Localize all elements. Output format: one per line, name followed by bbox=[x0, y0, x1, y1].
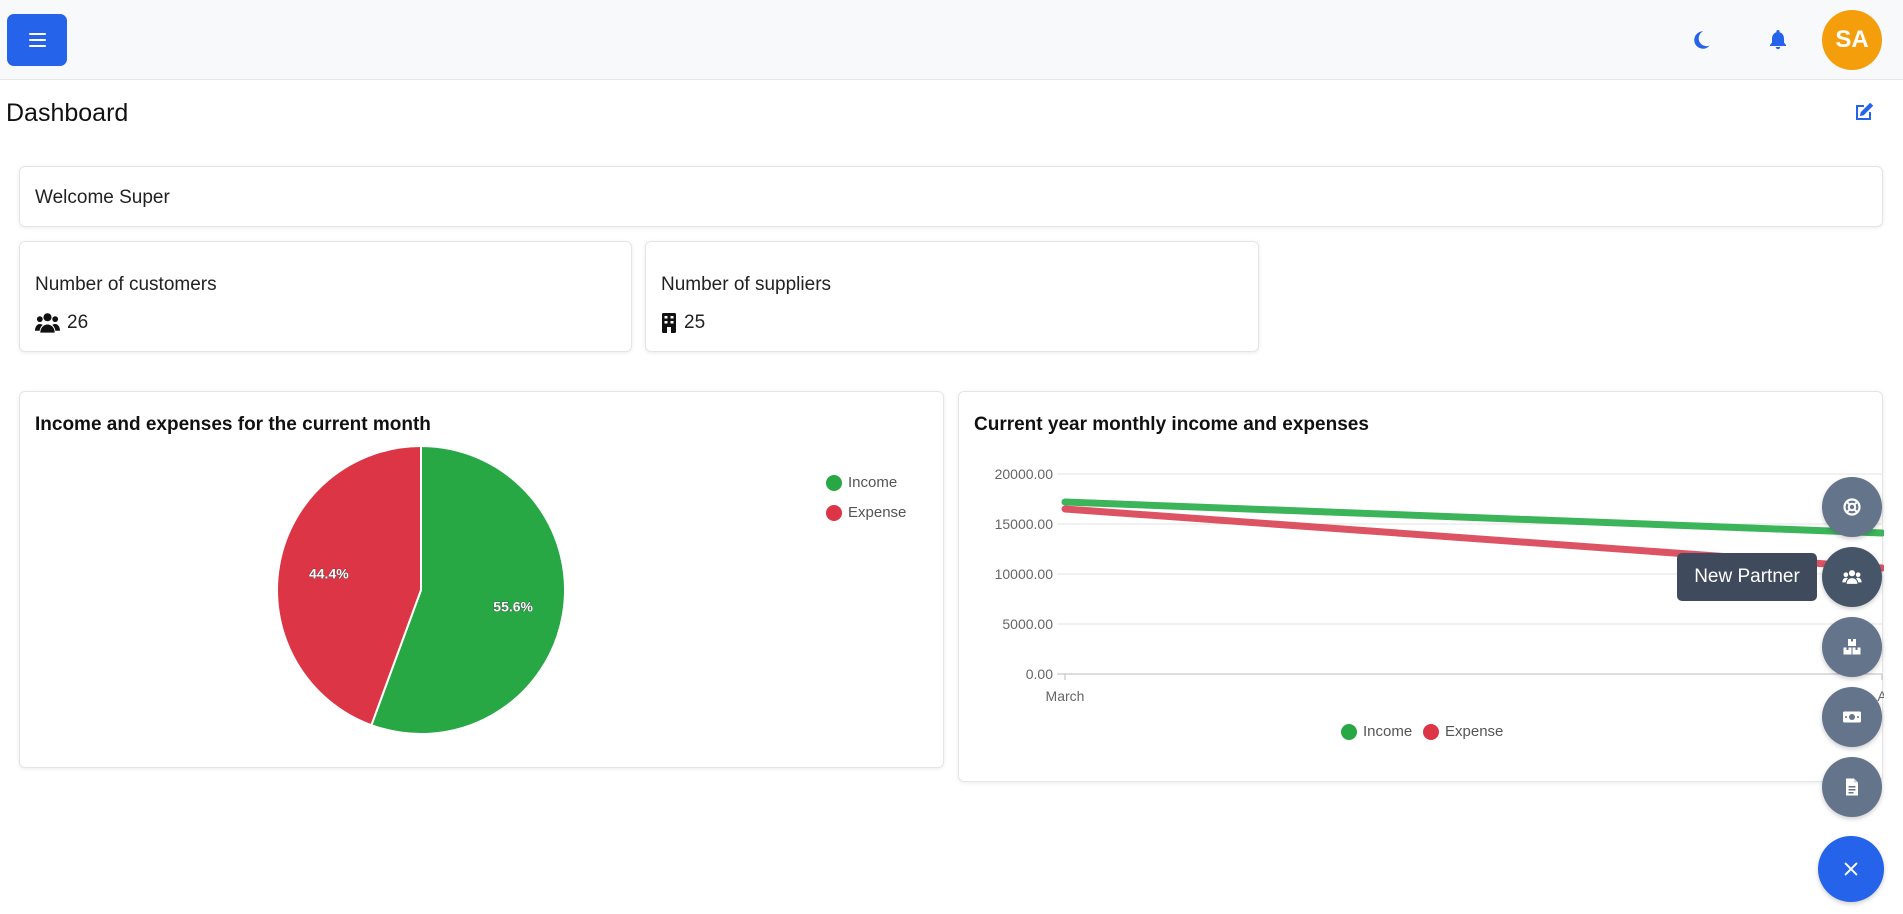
fab-payment-button[interactable] bbox=[1822, 687, 1882, 747]
lifebuoy-icon bbox=[1843, 498, 1861, 516]
boxes-icon bbox=[1843, 639, 1861, 655]
line-legend-income-label: Income bbox=[1363, 723, 1413, 740]
invoice-icon bbox=[1846, 778, 1858, 796]
line-chart-title: Current year monthly income and expenses bbox=[974, 414, 1369, 435]
customers-count: 26 bbox=[67, 312, 89, 333]
y-tick-label: 0.00 bbox=[1026, 666, 1053, 682]
line-series-income[interactable] bbox=[1061, 498, 1884, 537]
welcome-card: Welcome Super bbox=[19, 166, 1883, 227]
pie-slice-expense[interactable] bbox=[276, 444, 422, 727]
new-partner-tooltip: New Partner bbox=[1677, 553, 1817, 601]
line-legend-income[interactable]: Income bbox=[1341, 723, 1412, 740]
pie-slice-income[interactable] bbox=[370, 444, 566, 735]
line-legend-expense-label: Expense bbox=[1445, 723, 1504, 740]
line-legend-expense[interactable]: Expense bbox=[1423, 723, 1503, 740]
expense-legend-swatch bbox=[1423, 723, 1439, 740]
money-icon bbox=[1843, 711, 1861, 723]
y-tick-label: 20000.00 bbox=[995, 466, 1054, 482]
monthly-line-chart-card: Current year monthly income and expenses… bbox=[958, 391, 1884, 782]
pie-chart-title: Income and expenses for the current mont… bbox=[35, 414, 431, 435]
customers-stat-value-row: 26 bbox=[35, 312, 88, 334]
pie-chart: 55.6% 44.4% bbox=[276, 444, 566, 735]
moon-icon[interactable] bbox=[1690, 29, 1712, 51]
fab-main-toggle-button[interactable] bbox=[1818, 836, 1884, 902]
user-avatar[interactable]: SA bbox=[1822, 10, 1882, 70]
suppliers-stat-card: Number of suppliers 25 bbox=[645, 241, 1259, 352]
users-icon bbox=[1842, 570, 1862, 584]
pie-legend-expense[interactable]: Expense bbox=[826, 504, 906, 521]
suppliers-stat-label: Number of suppliers bbox=[661, 274, 832, 295]
page-title: Dashboard bbox=[6, 99, 129, 127]
y-tick-label: 10000.00 bbox=[995, 566, 1054, 582]
pie-slice-label-expense: 44.4% bbox=[309, 566, 349, 582]
pie-slice-label-income: 55.6% bbox=[493, 598, 533, 614]
close-icon bbox=[1844, 862, 1858, 876]
customers-stat-card: Number of customers 26 bbox=[19, 241, 632, 352]
top-navbar: SA bbox=[0, 0, 1903, 80]
edit-icon[interactable] bbox=[1852, 100, 1876, 124]
pie-legend-income[interactable]: Income bbox=[826, 474, 897, 491]
menu-toggle-button[interactable] bbox=[7, 14, 67, 66]
pie-legend-expense-label: Expense bbox=[848, 504, 907, 521]
expense-legend-swatch bbox=[826, 504, 842, 521]
bell-icon[interactable] bbox=[1766, 28, 1790, 52]
customers-stat-label: Number of customers bbox=[35, 274, 217, 295]
income-legend-swatch bbox=[1341, 723, 1357, 740]
welcome-text: Welcome Super bbox=[35, 187, 170, 208]
fab-invoice-button[interactable] bbox=[1822, 757, 1882, 817]
building-icon bbox=[662, 313, 676, 333]
fab-new-partner-button[interactable] bbox=[1822, 547, 1882, 607]
fab-products-button[interactable] bbox=[1822, 617, 1882, 677]
hamburger-icon bbox=[28, 33, 46, 47]
y-tick-label: 5000.00 bbox=[1002, 616, 1053, 632]
suppliers-stat-value-row: 25 bbox=[661, 312, 705, 334]
fab-support-button[interactable] bbox=[1822, 477, 1882, 537]
y-tick-label: 15000.00 bbox=[995, 516, 1054, 532]
x-tick-label: A bbox=[1877, 688, 1884, 704]
income-expense-pie-card: Income and expenses for the current mont… bbox=[19, 391, 944, 768]
users-icon bbox=[35, 313, 60, 333]
x-tick-label: March bbox=[1046, 688, 1085, 704]
suppliers-count: 25 bbox=[684, 312, 706, 333]
income-legend-swatch bbox=[826, 474, 842, 491]
pie-legend-income-label: Income bbox=[848, 474, 898, 491]
